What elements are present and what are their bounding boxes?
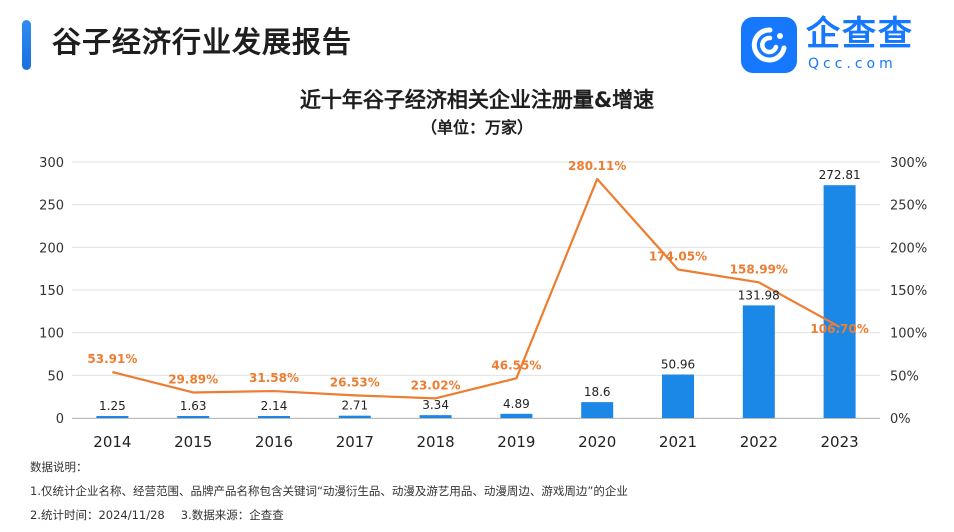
bar <box>96 416 129 418</box>
chart-unit: （单位：万家） <box>420 118 533 137</box>
bar <box>742 305 775 418</box>
note-keywords: 1.仅统计企业名称、经营范围、品牌产品名称包含关键词“动漫衍生品、动漫及游艺用品… <box>30 484 628 498</box>
x-tick-label: 2015 <box>174 433 212 451</box>
growth-rate-label: 158.99% <box>730 262 788 276</box>
bar-value-label: 2.14 <box>261 399 288 413</box>
growth-rate-label: 26.53% <box>330 375 380 389</box>
note-date: 2.统计时间：2024/11/28 <box>30 508 165 522</box>
x-tick-label: 2019 <box>497 433 535 451</box>
growth-rate-label: 53.91% <box>87 352 137 366</box>
x-tick-label: 2017 <box>336 433 374 451</box>
y-right-tick-label: 50% <box>890 369 919 384</box>
x-tick-label: 2021 <box>659 433 697 451</box>
bar-value-label: 4.89 <box>503 397 530 411</box>
x-tick-label: 2022 <box>740 433 778 451</box>
bar-value-label: 3.34 <box>422 398 449 412</box>
y-left-tick-label: 300 <box>39 156 64 171</box>
y-left-tick-label: 150 <box>39 284 64 299</box>
logo-domain: Qcc.com <box>808 56 897 72</box>
bar-value-label: 18.6 <box>584 385 611 399</box>
bar <box>823 185 856 418</box>
combo-chart: 0 0% 50 50% 100 100% 150 150% 200 200% 250 250% 300 3… <box>39 156 927 451</box>
data-notes: 数据说明： 1.仅统计企业名称、经营范围、品牌产品名称包含关键词“动漫衍生品、动… <box>30 459 628 531</box>
y-right-tick-label: 250% <box>890 199 927 214</box>
y-right-tick-label: 150% <box>890 284 927 299</box>
growth-rate-label: 280.11% <box>568 159 626 173</box>
chart-title: 近十年谷子经济相关企业注册量&增速 <box>299 88 655 112</box>
growth-rate-label: 106.70% <box>810 322 868 336</box>
notes-heading: 数据说明： <box>30 460 88 474</box>
bar <box>662 374 694 418</box>
bar <box>338 415 371 418</box>
bar <box>500 413 533 418</box>
bar <box>419 415 452 418</box>
bar <box>177 416 210 418</box>
bar-value-label: 1.63 <box>180 399 207 413</box>
growth-rate-label: 46.55% <box>491 358 541 372</box>
y-left-tick-label: 50 <box>47 369 64 384</box>
y-right-tick-label: 0% <box>890 412 911 427</box>
report-title: 谷子经济行业发展报告 <box>52 25 353 59</box>
bar-value-label: 272.81 <box>819 168 861 182</box>
bar <box>258 416 290 418</box>
y-left-tick-label: 100 <box>39 327 64 342</box>
bar-value-label: 2.71 <box>341 399 368 413</box>
growth-rate-label: 174.05% <box>649 249 707 263</box>
y-left-tick-label: 200 <box>39 241 64 256</box>
growth-rate-label: 29.89% <box>168 372 218 386</box>
bar <box>581 402 614 418</box>
y-right-tick-label: 200% <box>890 241 927 256</box>
bar-value-label: 50.96 <box>661 358 695 372</box>
y-left-tick-label: 0 <box>56 412 64 427</box>
growth-rate-label: 31.58% <box>249 371 299 385</box>
bar-value-label: 131.98 <box>738 288 780 302</box>
x-tick-label: 2014 <box>93 433 131 451</box>
x-tick-label: 2018 <box>417 433 455 451</box>
x-tick-label: 2016 <box>255 433 293 451</box>
qcc-logo-icon <box>741 17 797 73</box>
note-source: 3.数据来源：企查查 <box>180 508 284 522</box>
growth-line <box>112 177 841 400</box>
bar-value-label: 1.25 <box>99 399 126 413</box>
x-tick-label: 2023 <box>821 433 859 451</box>
logo-name: 企查查 <box>806 14 914 54</box>
growth-rate-label: 23.02% <box>411 378 461 392</box>
x-tick-label: 2020 <box>578 433 616 451</box>
title-accent-bar <box>22 20 31 70</box>
y-left-tick-label: 250 <box>39 199 64 214</box>
y-right-tick-label: 300% <box>890 156 927 171</box>
y-right-tick-label: 100% <box>890 327 927 342</box>
